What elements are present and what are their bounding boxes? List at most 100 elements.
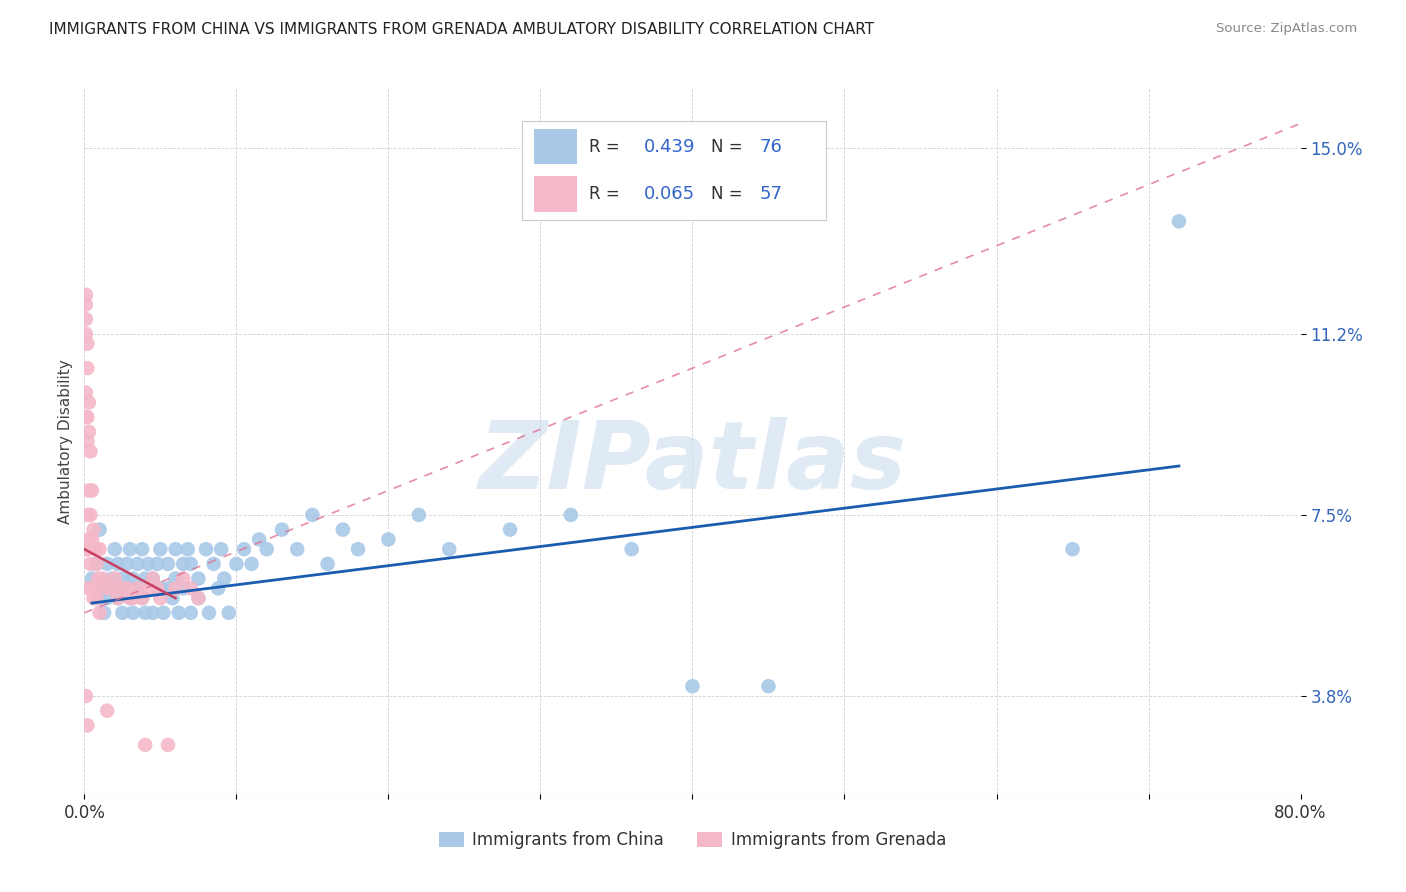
- Point: [127, 557, 149, 571]
- Point: [301, 508, 323, 522]
- Text: N =: N =: [710, 185, 748, 202]
- Point: [152, 606, 174, 620]
- Point: [172, 557, 194, 571]
- Point: [172, 572, 194, 586]
- Point: [122, 606, 145, 620]
- Point: [104, 572, 127, 586]
- Point: [76, 718, 98, 732]
- Point: [180, 582, 202, 596]
- Point: [75, 542, 97, 557]
- Point: [87, 572, 110, 586]
- Point: [79, 444, 101, 458]
- Point: [89, 591, 111, 606]
- Point: [209, 542, 232, 557]
- Point: [77, 533, 100, 547]
- Point: [75, 385, 97, 400]
- Y-axis label: Ambulatory Disability: Ambulatory Disability: [58, 359, 73, 524]
- Point: [82, 523, 104, 537]
- Point: [76, 336, 98, 351]
- Point: [100, 572, 122, 586]
- Point: [75, 297, 97, 311]
- Point: [149, 542, 172, 557]
- Point: [75, 326, 97, 341]
- Point: [134, 606, 156, 620]
- Point: [194, 542, 218, 557]
- Point: [136, 582, 159, 596]
- Point: [77, 582, 100, 596]
- Point: [80, 582, 103, 596]
- Point: [86, 557, 108, 571]
- Point: [91, 572, 114, 586]
- Point: [1062, 542, 1084, 557]
- Point: [86, 557, 108, 571]
- Point: [104, 542, 127, 557]
- Point: [146, 557, 169, 571]
- Text: IMMIGRANTS FROM CHINA VS IMMIGRANTS FROM GRENADA AMBULATORY DISABILITY CORRELATI: IMMIGRANTS FROM CHINA VS IMMIGRANTS FROM…: [49, 22, 875, 37]
- Point: [142, 572, 165, 586]
- Point: [758, 679, 780, 693]
- Point: [225, 557, 247, 571]
- Point: [76, 361, 98, 376]
- Point: [162, 591, 184, 606]
- Point: [149, 591, 172, 606]
- Point: [79, 557, 101, 571]
- Point: [377, 533, 399, 547]
- Point: [122, 572, 145, 586]
- Point: [560, 508, 582, 522]
- Point: [104, 582, 127, 596]
- Bar: [534, 176, 576, 211]
- Point: [146, 582, 169, 596]
- Point: [77, 425, 100, 439]
- Point: [499, 523, 522, 537]
- Point: [165, 542, 187, 557]
- Point: [75, 410, 97, 425]
- Point: [131, 542, 153, 557]
- Text: R =: R =: [589, 185, 626, 202]
- Point: [75, 287, 97, 301]
- Text: R =: R =: [589, 137, 626, 155]
- Point: [142, 606, 165, 620]
- Point: [134, 572, 156, 586]
- Point: [408, 508, 430, 522]
- Point: [172, 582, 194, 596]
- Point: [96, 582, 118, 596]
- Text: 57: 57: [759, 185, 782, 202]
- Point: [118, 591, 141, 606]
- Point: [96, 582, 118, 596]
- Point: [240, 557, 263, 571]
- Point: [247, 533, 270, 547]
- Point: [256, 542, 278, 557]
- Point: [1167, 214, 1189, 228]
- Point: [93, 606, 115, 620]
- Legend: Immigrants from China, Immigrants from Grenada: Immigrants from China, Immigrants from G…: [432, 825, 953, 856]
- Point: [218, 606, 240, 620]
- Point: [89, 542, 111, 557]
- Point: [167, 606, 190, 620]
- Point: [180, 557, 202, 571]
- Point: [75, 312, 97, 326]
- Point: [107, 591, 129, 606]
- Point: [271, 523, 294, 537]
- Point: [115, 557, 138, 571]
- Point: [100, 582, 122, 596]
- Point: [198, 606, 221, 620]
- Point: [620, 542, 643, 557]
- Point: [75, 689, 97, 703]
- Text: ZIPatlas: ZIPatlas: [478, 417, 907, 508]
- Point: [96, 704, 118, 718]
- Point: [285, 542, 308, 557]
- Point: [79, 508, 101, 522]
- Point: [77, 483, 100, 498]
- Point: [77, 395, 100, 409]
- Point: [80, 533, 103, 547]
- Point: [111, 572, 134, 586]
- Point: [118, 591, 141, 606]
- Point: [107, 591, 129, 606]
- Point: [122, 591, 145, 606]
- Point: [131, 591, 153, 606]
- Point: [180, 606, 202, 620]
- Point: [165, 572, 187, 586]
- Point: [118, 542, 141, 557]
- Point: [149, 582, 172, 596]
- Point: [111, 582, 134, 596]
